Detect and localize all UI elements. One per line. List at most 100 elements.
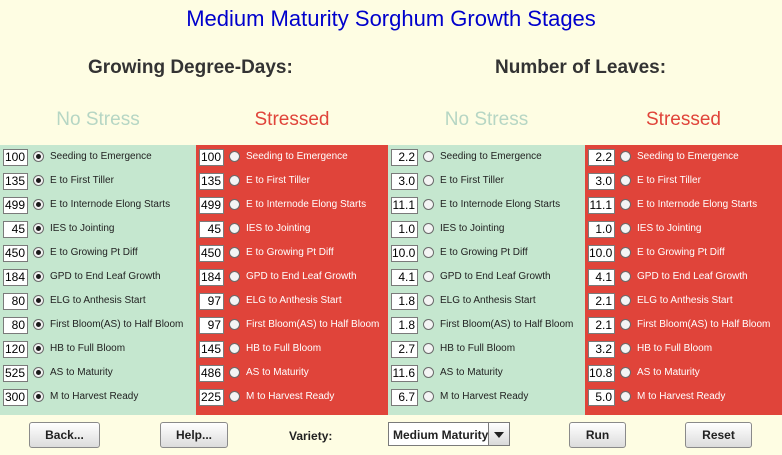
stage-value-input[interactable]: 3.0 <box>391 173 418 190</box>
stage-value-input[interactable]: 1.8 <box>391 293 418 310</box>
stage-radio[interactable] <box>229 271 240 282</box>
stage-radio[interactable] <box>33 391 44 402</box>
stage-value-input[interactable]: 5.0 <box>588 389 615 406</box>
stage-value-input[interactable]: 97 <box>199 293 224 310</box>
stage-value-input[interactable]: 2.7 <box>391 341 418 358</box>
stage-value-input[interactable]: 1.8 <box>391 317 418 334</box>
stage-radio[interactable] <box>423 391 434 402</box>
stage-radio[interactable] <box>423 247 434 258</box>
stage-radio[interactable] <box>423 223 434 234</box>
stage-value-input[interactable]: 450 <box>199 245 224 262</box>
stage-radio[interactable] <box>33 271 44 282</box>
stage-label: ELG to Anthesis Start <box>50 295 146 306</box>
stage-radio[interactable] <box>33 151 44 162</box>
stage-value-input[interactable]: 80 <box>3 317 28 334</box>
stage-value-input[interactable]: 3.2 <box>588 341 615 358</box>
stage-value-input[interactable]: 225 <box>199 389 224 406</box>
stage-radio[interactable] <box>620 223 631 234</box>
stage-radio[interactable] <box>620 247 631 258</box>
stage-radio[interactable] <box>229 295 240 306</box>
stage-radio[interactable] <box>33 319 44 330</box>
stage-radio[interactable] <box>620 271 631 282</box>
stage-radio[interactable] <box>33 295 44 306</box>
stage-value-input[interactable]: 499 <box>3 197 28 214</box>
stage-row: 1.0 IES to Jointing <box>585 217 782 241</box>
stage-radio[interactable] <box>229 223 240 234</box>
stage-radio[interactable] <box>620 367 631 378</box>
stage-value-input[interactable]: 10.0 <box>588 245 615 262</box>
stage-radio[interactable] <box>33 367 44 378</box>
stage-radio[interactable] <box>423 295 434 306</box>
stage-radio[interactable] <box>229 343 240 354</box>
stage-radio[interactable] <box>423 199 434 210</box>
stage-radio[interactable] <box>620 391 631 402</box>
stage-value-input[interactable]: 10.8 <box>588 365 615 382</box>
stage-value-input[interactable]: 100 <box>199 149 224 166</box>
variety-select[interactable]: Medium Maturity <box>388 422 510 446</box>
stage-radio[interactable] <box>620 199 631 210</box>
stage-value-input[interactable]: 1.0 <box>588 221 615 238</box>
stage-radio[interactable] <box>620 295 631 306</box>
stage-radio[interactable] <box>423 151 434 162</box>
reset-button[interactable]: Reset <box>685 422 752 448</box>
stage-label: HB to Full Bloom <box>637 343 713 354</box>
chevron-down-icon[interactable] <box>488 423 509 445</box>
help-button[interactable]: Help... <box>160 422 228 448</box>
stage-value-input[interactable]: 135 <box>199 173 224 190</box>
stage-value-input[interactable]: 184 <box>199 269 224 286</box>
stage-value-input[interactable]: 11.1 <box>588 197 615 214</box>
stage-radio[interactable] <box>620 175 631 186</box>
gdd-heading: Growing Degree-Days: <box>88 57 293 78</box>
stage-value-input[interactable]: 499 <box>199 197 224 214</box>
stage-label: E to Internode Elong Starts <box>246 199 367 210</box>
stage-value-input[interactable]: 2.1 <box>588 317 615 334</box>
stage-value-input[interactable]: 1.0 <box>391 221 418 238</box>
stage-value-input[interactable]: 135 <box>3 173 28 190</box>
stage-value-input[interactable]: 120 <box>3 341 28 358</box>
stage-value-input[interactable]: 45 <box>3 221 28 238</box>
stage-radio[interactable] <box>33 175 44 186</box>
stage-radio[interactable] <box>229 247 240 258</box>
stage-value-input[interactable]: 4.1 <box>391 269 418 286</box>
stage-value-input[interactable]: 80 <box>3 293 28 310</box>
stage-value-input[interactable]: 525 <box>3 365 28 382</box>
stage-radio[interactable] <box>423 367 434 378</box>
stage-value-input[interactable]: 450 <box>3 245 28 262</box>
stage-radio[interactable] <box>229 391 240 402</box>
stage-value-input[interactable]: 3.0 <box>588 173 615 190</box>
stage-radio[interactable] <box>423 319 434 330</box>
stage-value-input[interactable]: 4.1 <box>588 269 615 286</box>
stage-radio[interactable] <box>33 223 44 234</box>
stage-radio[interactable] <box>423 175 434 186</box>
stage-value-input[interactable]: 97 <box>199 317 224 334</box>
stage-value-input[interactable]: 145 <box>199 341 224 358</box>
stage-radio[interactable] <box>229 199 240 210</box>
stage-value-input[interactable]: 6.7 <box>391 389 418 406</box>
stage-value-input[interactable]: 2.2 <box>391 149 418 166</box>
run-button[interactable]: Run <box>569 422 626 448</box>
stage-radio[interactable] <box>620 151 631 162</box>
stage-radio[interactable] <box>229 175 240 186</box>
stage-radio[interactable] <box>423 343 434 354</box>
stage-label: E to Internode Elong Starts <box>440 199 561 210</box>
stage-value-input[interactable]: 100 <box>3 149 28 166</box>
stage-value-input[interactable]: 486 <box>199 365 224 382</box>
stage-value-input[interactable]: 184 <box>3 269 28 286</box>
stage-value-input[interactable]: 45 <box>199 221 224 238</box>
stage-radio[interactable] <box>620 343 631 354</box>
stage-radio[interactable] <box>33 343 44 354</box>
stage-value-input[interactable]: 11.6 <box>391 365 418 382</box>
stage-radio[interactable] <box>33 247 44 258</box>
stage-value-input[interactable]: 2.1 <box>588 293 615 310</box>
stage-radio[interactable] <box>229 319 240 330</box>
stage-value-input[interactable]: 10.0 <box>391 245 418 262</box>
stage-value-input[interactable]: 300 <box>3 389 28 406</box>
back-button[interactable]: Back... <box>29 422 100 448</box>
stage-radio[interactable] <box>620 319 631 330</box>
stage-value-input[interactable]: 2.2 <box>588 149 615 166</box>
stage-radio[interactable] <box>33 199 44 210</box>
stage-radio[interactable] <box>229 151 240 162</box>
stage-radio[interactable] <box>423 271 434 282</box>
stage-value-input[interactable]: 11.1 <box>391 197 418 214</box>
stage-radio[interactable] <box>229 367 240 378</box>
